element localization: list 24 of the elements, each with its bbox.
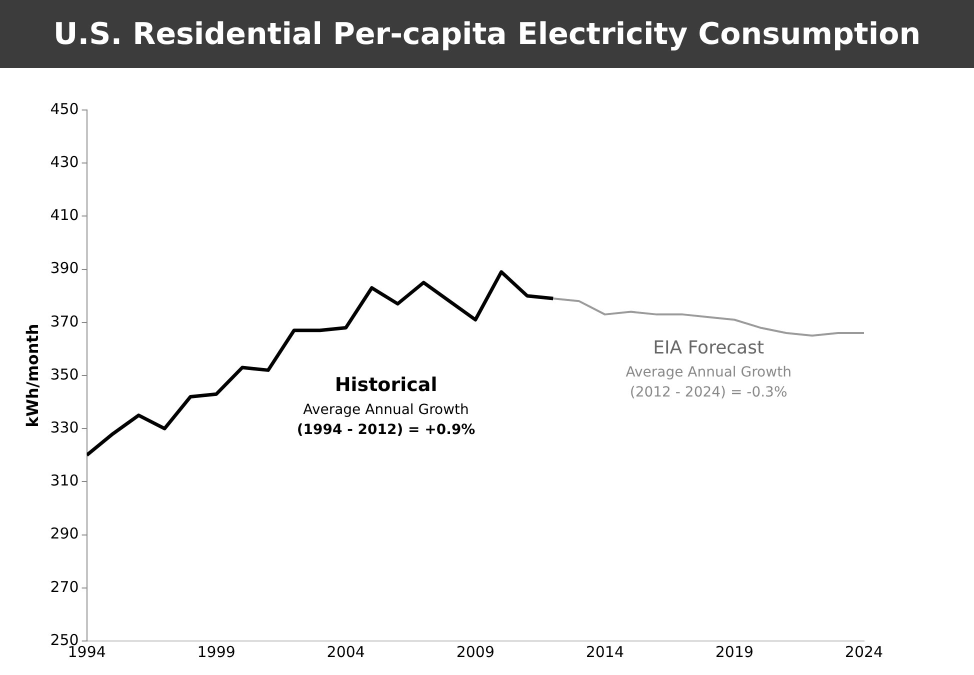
text: Historical [334, 374, 438, 396]
x-tick-label: 2004 [326, 642, 365, 661]
x-tick-label: 1999 [197, 642, 236, 661]
x-tick-label: 2009 [456, 642, 495, 661]
y-tick-label: 350 [50, 365, 79, 384]
y-tick-label: 450 [50, 100, 79, 118]
y-tick-label: 410 [50, 206, 79, 224]
y-tick-label: 330 [50, 418, 79, 436]
x-tick-label: 2014 [586, 642, 624, 661]
chart-title: U.S. Residential Per-capita Electricity Consumption [0, 0, 974, 68]
y-tick-label: 390 [50, 259, 79, 278]
y-tick-label: 310 [50, 472, 79, 490]
x-tick-label: 2024 [844, 642, 884, 661]
annotation: Average Annual Growth [303, 402, 469, 418]
y-tick-label: 290 [50, 524, 79, 543]
annotation: (2012 - 2024) = -0.3% [630, 384, 788, 401]
y-tick-label: 370 [50, 312, 79, 330]
annotation: (1994 - 2012) = +0.9% [296, 422, 476, 438]
annotation: Average Annual Growth [626, 364, 792, 381]
x-tick-label: 2019 [715, 642, 754, 661]
y-tick-label: 430 [50, 152, 79, 171]
y-axis-title: kWh/month [22, 324, 42, 428]
series-label: EIA Forecast [653, 338, 764, 359]
y-tick-label: 270 [50, 578, 79, 596]
